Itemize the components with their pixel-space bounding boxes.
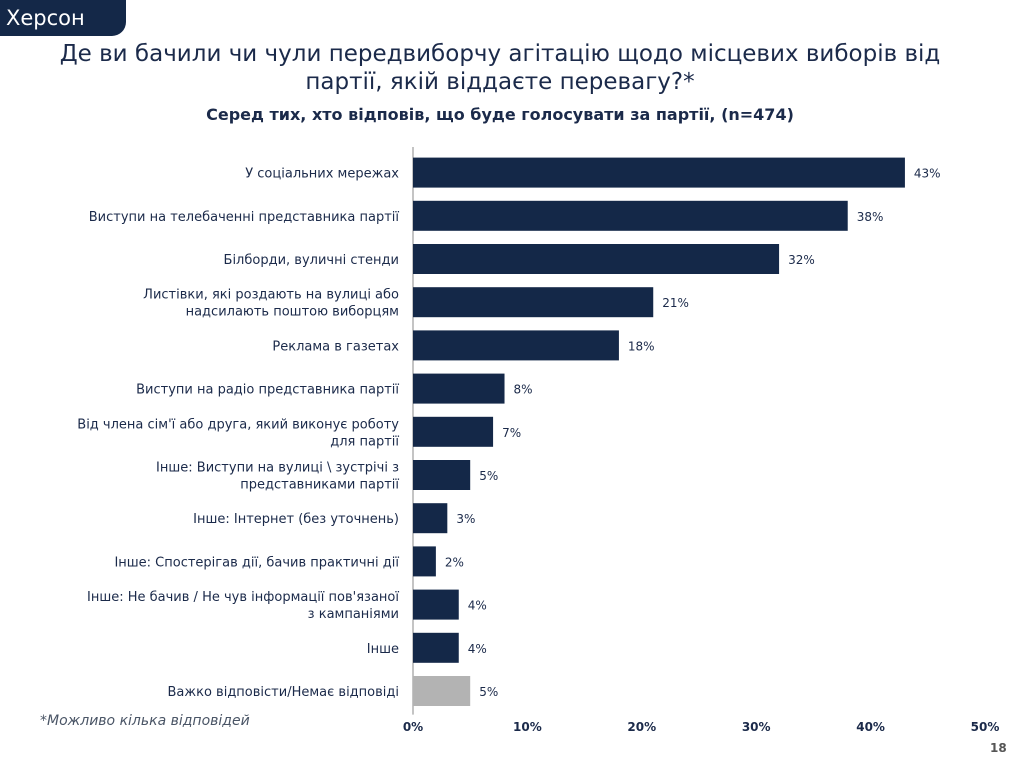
category-label: надсилають поштою виборцям (186, 305, 399, 320)
bar-value-label: 3% (456, 512, 475, 526)
category-label: Інше (367, 642, 399, 657)
bar (413, 589, 459, 620)
x-tick-label: 50% (971, 720, 1000, 734)
bar-value-label: 5% (479, 469, 498, 483)
category-label: Виступи на телебаченні представника парт… (89, 210, 400, 225)
category-label: Інше: Не бачив / Не чув інформації пов'я… (87, 590, 399, 605)
bar-value-label: 38% (857, 210, 884, 224)
category-label: Реклама в газетах (272, 339, 399, 354)
bar (413, 287, 654, 318)
category-label: Інше: Спостерігав дії, бачив практичні д… (114, 555, 399, 570)
x-tick-label: 20% (627, 720, 656, 734)
category-label: Листівки, які роздають на вулиці або (143, 288, 399, 303)
bar-value-label: 7% (502, 426, 521, 440)
bar (413, 416, 494, 447)
x-tick-label: 40% (856, 720, 885, 734)
region-tab: Херсон (0, 0, 126, 36)
bar (413, 330, 619, 361)
bar (413, 373, 505, 404)
category-label: У соціальних мережах (245, 167, 399, 182)
category-label: Інше: Виступи на вулиці \ зустрічі з (156, 461, 399, 476)
page-number: 18 (990, 741, 1007, 755)
category-label: Виступи на радіо представника партії (136, 383, 399, 398)
bar (413, 157, 905, 188)
bar (413, 546, 436, 577)
category-label: Від члена сім'ї або друга, який виконує … (77, 417, 399, 432)
x-tick-label: 10% (513, 720, 542, 734)
bar (413, 200, 848, 231)
bar-value-label: 4% (468, 642, 487, 656)
category-label: з кампаніями (308, 607, 399, 622)
bar (413, 460, 471, 490)
footnote: *Можливо кілька відповідей (40, 713, 250, 729)
bar-value-label: 43% (914, 167, 941, 181)
category-label: Важко відповісти/Немає відповіді (168, 685, 399, 700)
page-title: Де ви бачили чи чули передвиборчу агітац… (59, 41, 941, 95)
category-label: Інше: Інтернет (без уточнень) (193, 512, 399, 527)
bar (413, 632, 459, 663)
category-label: для партії (330, 434, 399, 449)
bar-value-label: 18% (628, 339, 655, 353)
category-label: Білборди, вуличні стенди (224, 253, 399, 268)
bar-value-label: 2% (445, 555, 464, 569)
x-tick-label: 0% (403, 720, 423, 734)
bar (413, 244, 780, 274)
bar (413, 676, 471, 706)
bar-value-label: 21% (662, 296, 689, 310)
bar-value-label: 4% (468, 599, 487, 613)
bar-value-label: 5% (479, 685, 498, 699)
bar-value-label: 8% (514, 383, 533, 397)
bar-value-label: 32% (788, 253, 815, 267)
page-subtitle: Серед тих, хто відповів, що буде голосув… (206, 105, 794, 124)
x-tick-label: 30% (742, 720, 771, 734)
category-label: представниками партії (240, 478, 399, 493)
bar (413, 503, 448, 534)
